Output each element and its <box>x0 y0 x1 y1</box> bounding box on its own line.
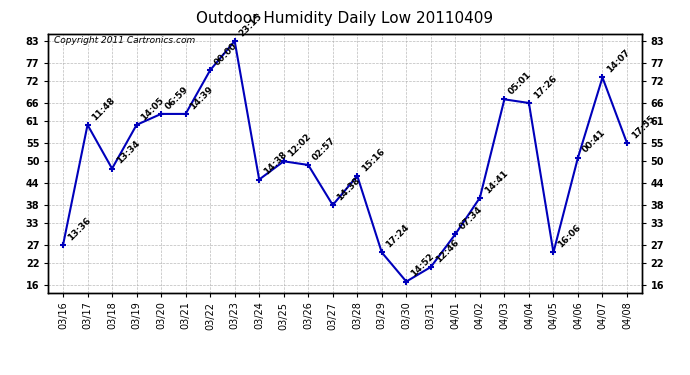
Text: 17:24: 17:24 <box>384 223 411 250</box>
Text: 17:26: 17:26 <box>532 74 558 100</box>
Text: Outdoor Humidity Daily Low 20110409: Outdoor Humidity Daily Low 20110409 <box>197 11 493 26</box>
Text: 06:59: 06:59 <box>164 84 190 111</box>
Text: 14:38: 14:38 <box>262 150 288 177</box>
Text: 14:41: 14:41 <box>482 168 509 195</box>
Text: 02:57: 02:57 <box>311 136 337 162</box>
Text: 05:01: 05:01 <box>507 70 533 97</box>
Text: 11:48: 11:48 <box>90 95 117 122</box>
Text: Copyright 2011 Cartronics.com: Copyright 2011 Cartronics.com <box>55 36 195 45</box>
Text: 13:34: 13:34 <box>115 139 141 166</box>
Text: 14:52: 14:52 <box>409 252 436 279</box>
Text: 13:36: 13:36 <box>66 216 92 242</box>
Text: 12:02: 12:02 <box>286 132 313 159</box>
Text: 12:46: 12:46 <box>433 237 460 264</box>
Text: 16:06: 16:06 <box>556 223 583 250</box>
Text: 14:05: 14:05 <box>139 96 166 122</box>
Text: 15:16: 15:16 <box>360 147 386 173</box>
Text: 00:41: 00:41 <box>581 128 607 155</box>
Text: 23:15: 23:15 <box>237 12 264 38</box>
Text: 07:34: 07:34 <box>458 205 485 231</box>
Text: 14:39: 14:39 <box>188 84 215 111</box>
Text: 14:38: 14:38 <box>335 176 362 202</box>
Text: 14:07: 14:07 <box>605 48 632 75</box>
Text: 00:00: 00:00 <box>213 41 239 68</box>
Text: 17:55: 17:55 <box>630 114 656 140</box>
